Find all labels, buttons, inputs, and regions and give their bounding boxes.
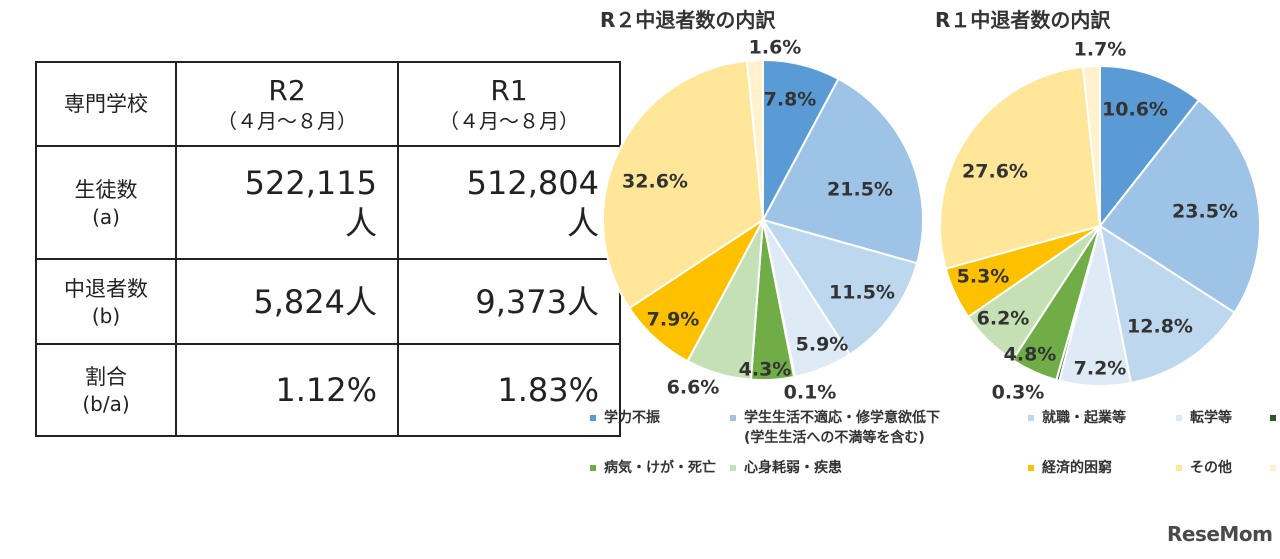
pie-slice xyxy=(745,58,764,221)
pie-slice xyxy=(1098,223,1236,385)
row-label: 中退者数 (b) xyxy=(35,258,177,345)
pie-chart-r1: 10.6% 23.5% 12.8%7.2% 0.3% 4.8% 6.2% 5.3% 27.6%… xyxy=(939,39,1261,404)
logo: ReseMom xyxy=(1167,522,1273,546)
legend-swatch xyxy=(730,415,736,421)
legend-swatch xyxy=(590,415,596,421)
chart-title-r2: R２中退者数の内訳 xyxy=(600,8,776,32)
pie-slice-label: 21.5% xyxy=(827,179,893,201)
table-row: 生徒数 (a) 522,115 人 512,804 人 xyxy=(35,145,621,260)
header-r1-sub: （４月～８月） xyxy=(439,109,579,133)
cell-r2: 522,115 人 xyxy=(175,145,399,260)
legend-label: 学生生活不適応・修学意欲低下 (学生生活への不満等を含む) xyxy=(744,410,940,446)
pie-slice-label: 7.8% xyxy=(764,89,817,111)
legend-swatch xyxy=(1176,415,1182,421)
cell-r2: 5,824人 xyxy=(175,258,399,345)
pie-slice-label: 12.8% xyxy=(1127,316,1193,338)
row-label-sub: (b) xyxy=(91,303,121,328)
cell-r2: 1.12% xyxy=(175,343,399,437)
legend-swatch xyxy=(1270,465,1276,471)
pie-slice-label: 0.3% xyxy=(992,382,1045,404)
row-label: 生徒数 (a) xyxy=(35,145,177,260)
cell-number: 522,115 xyxy=(244,163,377,202)
cell-r1: 512,804 人 xyxy=(397,145,621,260)
header-r1-main: R1 xyxy=(490,74,528,107)
pie-slice-label: 23.5% xyxy=(1172,201,1238,223)
header-r2: R2 （４月～８月） xyxy=(175,61,399,147)
legend-label: 就職・起業等 xyxy=(1042,410,1126,426)
header-r1: R1 （４月～８月） xyxy=(397,61,621,147)
row-label-main: 中退者数 xyxy=(64,276,148,301)
cell-r1: 1.83% xyxy=(397,343,621,437)
legend-label: 経済的困窮 xyxy=(1042,460,1112,476)
legend-swatch xyxy=(1028,465,1034,471)
pie-slice-label: 7.9% xyxy=(647,309,700,331)
legend-label-note: (学生生活への不満等を含む) xyxy=(744,430,925,446)
pie-slice-label: 6.2% xyxy=(977,308,1030,330)
header-r2-sub: （４月～８月） xyxy=(217,109,357,133)
row-label-main: 割合 xyxy=(85,365,127,389)
pie-slice-label: 5.9% xyxy=(796,334,849,356)
stats-table: 専門学校 R2 （４月～８月） R1 （４月～８月） 生徒数 (a) 522,1… xyxy=(35,61,621,437)
pie-chart-r2: 7.8% 21.5% 11.5% 5.9% 0.1%4.3% 6.6% 7.9% 32.6% 1… xyxy=(602,37,924,404)
legend-swatch xyxy=(590,465,596,471)
pie-slice-label: 5.3% xyxy=(957,266,1010,288)
legend-swatch xyxy=(1176,465,1182,471)
pie-slice-label: 27.6% xyxy=(962,161,1028,183)
pie-slice xyxy=(761,77,924,265)
pie-slice-label: 32.6% xyxy=(622,171,688,193)
row-label-sub: (a) xyxy=(92,204,120,229)
pie-slice xyxy=(1099,64,1201,229)
pie-slice-label: 4.8% xyxy=(1004,344,1057,366)
pie-slice xyxy=(1098,98,1261,314)
header-r2-main: R2 xyxy=(268,74,306,107)
cell-unit: 人 xyxy=(566,203,599,242)
legend-swatch xyxy=(1028,415,1034,421)
row-label: 割合 (b/a) xyxy=(35,343,177,437)
legend-swatch xyxy=(730,465,736,471)
row-label-sub: (b/a) xyxy=(82,392,130,416)
pie-slice-label: 11.5% xyxy=(829,282,895,304)
legend-label: 学力不振 xyxy=(604,410,660,426)
legend-swatch xyxy=(1270,415,1276,421)
legend-label: 心身耗弱・疾患 xyxy=(744,460,842,476)
legend: 学力不振 学生生活不適応・修学意欲低下 (学生生活への不満等を含む) 就職・起業等 転学… xyxy=(580,400,1280,486)
pie-slice-label: 7.2% xyxy=(1074,358,1127,380)
legend-label: 病気・けが・死亡 xyxy=(604,460,716,476)
legend-label: 転学等 xyxy=(1190,410,1232,426)
pie-slice xyxy=(939,65,1102,270)
pie-slice-label: 6.6% xyxy=(667,377,720,399)
pie-slice-label: 10.6% xyxy=(1102,99,1168,121)
cell-number: 512,804 xyxy=(466,163,599,202)
pie-slice xyxy=(1081,64,1101,227)
cell-unit: 人 xyxy=(344,203,377,242)
row-label-main: 生徒数 xyxy=(74,177,138,202)
table-row: 割合 (b/a) 1.12% 1.83% xyxy=(35,343,621,437)
pie-slice-label: 0.1% xyxy=(784,382,837,404)
pie-slice-label: 1.6% xyxy=(749,37,802,59)
cell-r1: 9,373人 xyxy=(397,258,621,345)
pie-slice xyxy=(760,218,919,356)
header-label: 専門学校 xyxy=(35,61,177,147)
pie-slice xyxy=(602,59,765,310)
pie-slice-label: 4.3% xyxy=(739,359,792,381)
chart-title-r1: R１中退者数の内訳 xyxy=(935,8,1111,32)
pie-slice-label: 1.7% xyxy=(1074,39,1127,61)
table-header-row: 専門学校 R2 （４月～８月） R1 （４月～８月） xyxy=(35,61,621,147)
legend-label: その他 xyxy=(1190,460,1232,476)
table-row: 中退者数 (b) 5,824人 9,373人 xyxy=(35,258,621,345)
